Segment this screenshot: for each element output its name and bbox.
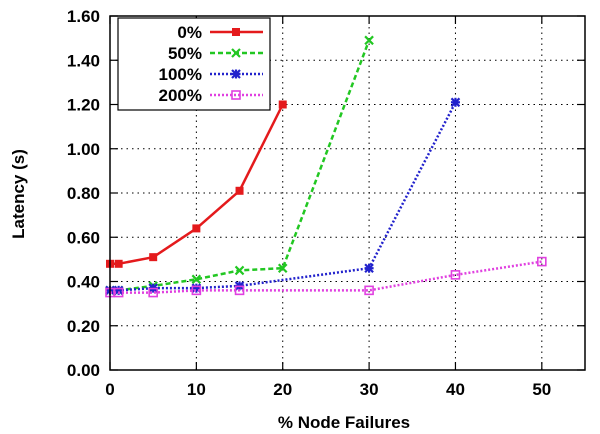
- legend-box: [117, 17, 271, 111]
- legend-entry: 0%: [177, 23, 263, 42]
- series-line: [110, 103, 284, 266]
- data-point: [114, 259, 123, 268]
- data-point: [278, 100, 287, 109]
- legend-label: 50%: [168, 44, 202, 63]
- x-axis-label: % Node Failures: [278, 413, 410, 432]
- y-tick-label: 1.20: [67, 96, 100, 115]
- data-point: [191, 274, 202, 285]
- x-tick-label: 40: [446, 380, 465, 399]
- y-tick-label: 0.40: [67, 273, 100, 292]
- legend-entry: 50%: [168, 44, 263, 63]
- grid: [110, 16, 585, 370]
- data-point: [537, 256, 547, 267]
- marker-stroke: [364, 35, 374, 46]
- x-tick-label: 50: [532, 380, 551, 399]
- data-point: [191, 285, 202, 296]
- y-tick-label: 0.60: [67, 228, 100, 247]
- series-line: [110, 101, 457, 292]
- legend-label: 200%: [159, 86, 202, 105]
- y-tick-label: 1.60: [67, 7, 100, 26]
- data-point: [149, 253, 158, 262]
- marker-stroke: [231, 48, 241, 58]
- legend-entry: 100%: [159, 65, 263, 84]
- data-point: [450, 97, 461, 108]
- y-tick-label: 0.20: [67, 317, 100, 336]
- data-point: [364, 35, 374, 46]
- series-line: [110, 260, 542, 294]
- data-point: [277, 263, 288, 274]
- data-point: [235, 186, 244, 195]
- data-point: [234, 265, 245, 276]
- ticks: 0.00 0.20 0.40 0.60 0.80 1.00 1.20 1.40 1.60 0 10 2…: [67, 7, 585, 399]
- data-point: [148, 287, 158, 298]
- data-point: [364, 263, 374, 274]
- marker-stroke: [234, 265, 245, 276]
- data-point: [234, 285, 245, 296]
- x-tick-label: 20: [273, 380, 292, 399]
- y-axis-label: Latency (s): [9, 149, 28, 239]
- marker-stroke: [277, 263, 288, 274]
- y-tick-label: 0.80: [67, 184, 100, 203]
- legend-marker: [231, 48, 241, 58]
- y-tick-label: 0.00: [67, 361, 100, 380]
- data-point: [450, 270, 461, 280]
- legend-label: 0%: [177, 23, 202, 42]
- data-point: [113, 287, 124, 298]
- data-point: [192, 224, 201, 233]
- marker-stroke: [191, 274, 202, 285]
- y-tick-label: 1.00: [67, 140, 100, 159]
- x-tick-label: 10: [187, 380, 206, 399]
- plot-frame: [109, 15, 586, 371]
- legend-marker: [231, 90, 241, 100]
- legend-marker: [231, 69, 241, 79]
- x-tick-label: 30: [360, 380, 379, 399]
- legend-marker: [232, 28, 240, 36]
- x-tick-label: 0: [105, 380, 114, 399]
- series-3: [105, 256, 547, 298]
- data-point: [364, 285, 374, 296]
- legend-entry: 200%: [159, 86, 263, 105]
- legend-label: 100%: [159, 65, 202, 84]
- legend: 0% 50% 100% 200%: [117, 17, 271, 111]
- y-tick-label: 1.40: [67, 51, 100, 70]
